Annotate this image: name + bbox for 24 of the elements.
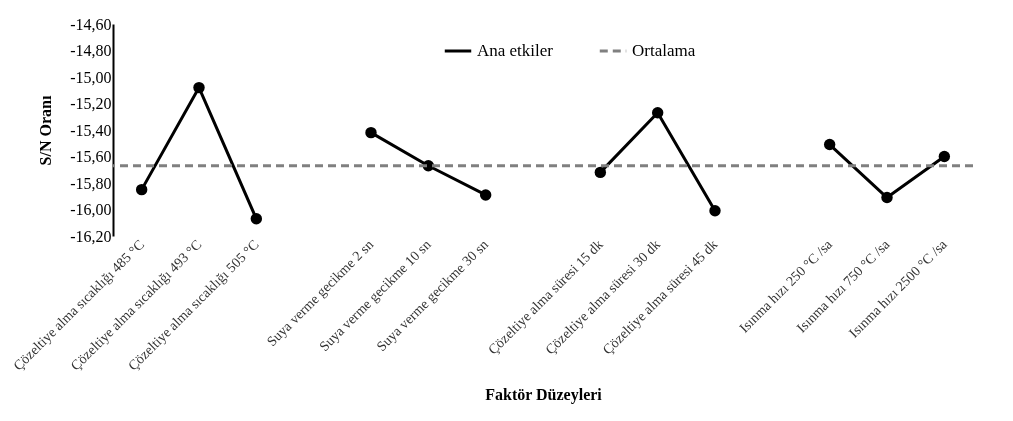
point xyxy=(193,81,205,94)
point xyxy=(479,189,492,201)
y-tick-label: -14,80 xyxy=(70,42,112,59)
y-tick-label: -14,60 xyxy=(70,15,112,33)
point xyxy=(938,150,951,163)
point xyxy=(365,126,377,139)
point xyxy=(135,183,148,196)
point xyxy=(881,191,893,204)
y-tick-label: -15,20 xyxy=(70,95,112,112)
point xyxy=(651,107,664,119)
x-axis-title: Faktör Düzeyleri xyxy=(485,386,603,405)
y-tick-label: -15,60 xyxy=(70,148,112,165)
y-tick-label: -15,80 xyxy=(70,174,112,192)
legend-label: Ortalama xyxy=(632,41,696,60)
point xyxy=(709,205,721,217)
legend-label: Ana etkiler xyxy=(477,41,554,60)
y-tick-label: -16,20 xyxy=(70,227,112,245)
y-axis-title: S/N Oranı xyxy=(37,95,55,166)
point xyxy=(823,138,836,151)
y-tick-label: -15,00 xyxy=(70,68,112,86)
point xyxy=(594,166,607,179)
y-tick-label: -16,00 xyxy=(70,201,112,218)
point xyxy=(250,213,263,225)
y-tick-label: -15,40 xyxy=(70,121,112,139)
